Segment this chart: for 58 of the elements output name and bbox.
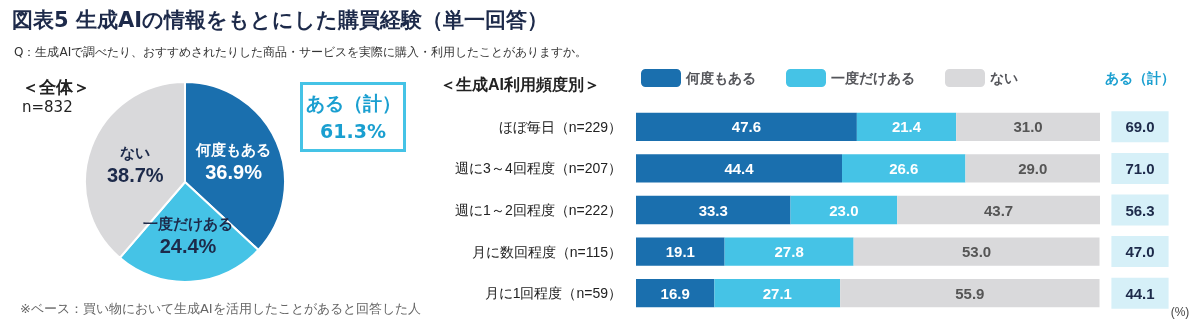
text: ある（計） [1105,70,1175,86]
bar [636,195,791,225]
legend-title: ＜生成AI利用頻度別＞ [440,74,600,94]
bar [897,195,1100,225]
bar [724,237,854,266]
y-tick-label: ほぼ毎日（n=229） [498,118,622,135]
bar [636,112,857,141]
bar [856,112,957,141]
chart-subtitle: Q：生成AIで調べたり、おすすめされたりした商品・サービスを実際に購入・利用したことがありますか。 [14,44,588,61]
bar [790,195,898,225]
slice-label: 一度だけある [143,215,233,234]
bar [636,237,725,266]
data-label: 31.0 [1013,118,1043,136]
data-label: 33.3 [698,201,728,219]
data-label: 21.4 [891,118,922,136]
legend-label: ない [990,70,1018,86]
data-label: 36.9% [205,160,263,183]
legend-label: 何度もある [685,70,756,86]
text: 47.0 [1125,243,1155,261]
text: ※ベース：買い物において生成AIを活用したことがあると回答した人 [20,300,421,318]
data-label: 29.0 [1018,159,1048,177]
bar [965,154,1100,183]
text: (%) [1170,305,1190,319]
bar [956,112,1100,141]
bar [842,154,966,183]
y-tick-label: 月に数回程度（n=115） [471,243,622,260]
bar [636,154,843,183]
bar [636,279,715,308]
text: ＜全体＞ [22,76,90,99]
bar [853,237,1100,266]
y-tick-label: 週に3～4回程度（n=207） [455,160,622,177]
text: 56.3 [1125,201,1155,219]
bar [714,279,841,308]
text: ある（計） 61.3% [300,82,406,152]
data-label: 26.6 [889,159,919,177]
data-label: 19.1 [665,243,695,261]
legend-label: 一度だけある [831,70,915,86]
data-label: 53.0 [961,243,992,261]
text: 71.0 [1125,159,1155,177]
text: 69.0 [1125,118,1155,136]
y-tick-label: 月に1回程度（n=59） [484,285,622,302]
data-label: 47.6 [731,118,762,136]
text: 44.1 [1125,284,1155,302]
data-label: 55.9 [955,284,985,302]
slice-label: ない [120,144,151,162]
bar [840,279,1100,308]
chart-title: 図表5 生成AIの情報をもとにした購買経験（単一回答） [12,7,548,34]
data-label: 24.4% [159,234,217,257]
data-label: 43.7 [984,201,1014,219]
data-label: 23.0 [829,201,859,219]
text: n=832 [22,98,73,116]
data-label: 16.9 [660,284,690,302]
slice-label: 何度もある [195,141,272,159]
y-tick-label: 週に1～2回程度（n=222） [455,202,622,218]
data-label: 27.1 [762,284,792,302]
data-label: 44.4 [724,159,755,177]
data-label: 38.7% [106,163,164,186]
data-label: 27.8 [774,243,804,261]
